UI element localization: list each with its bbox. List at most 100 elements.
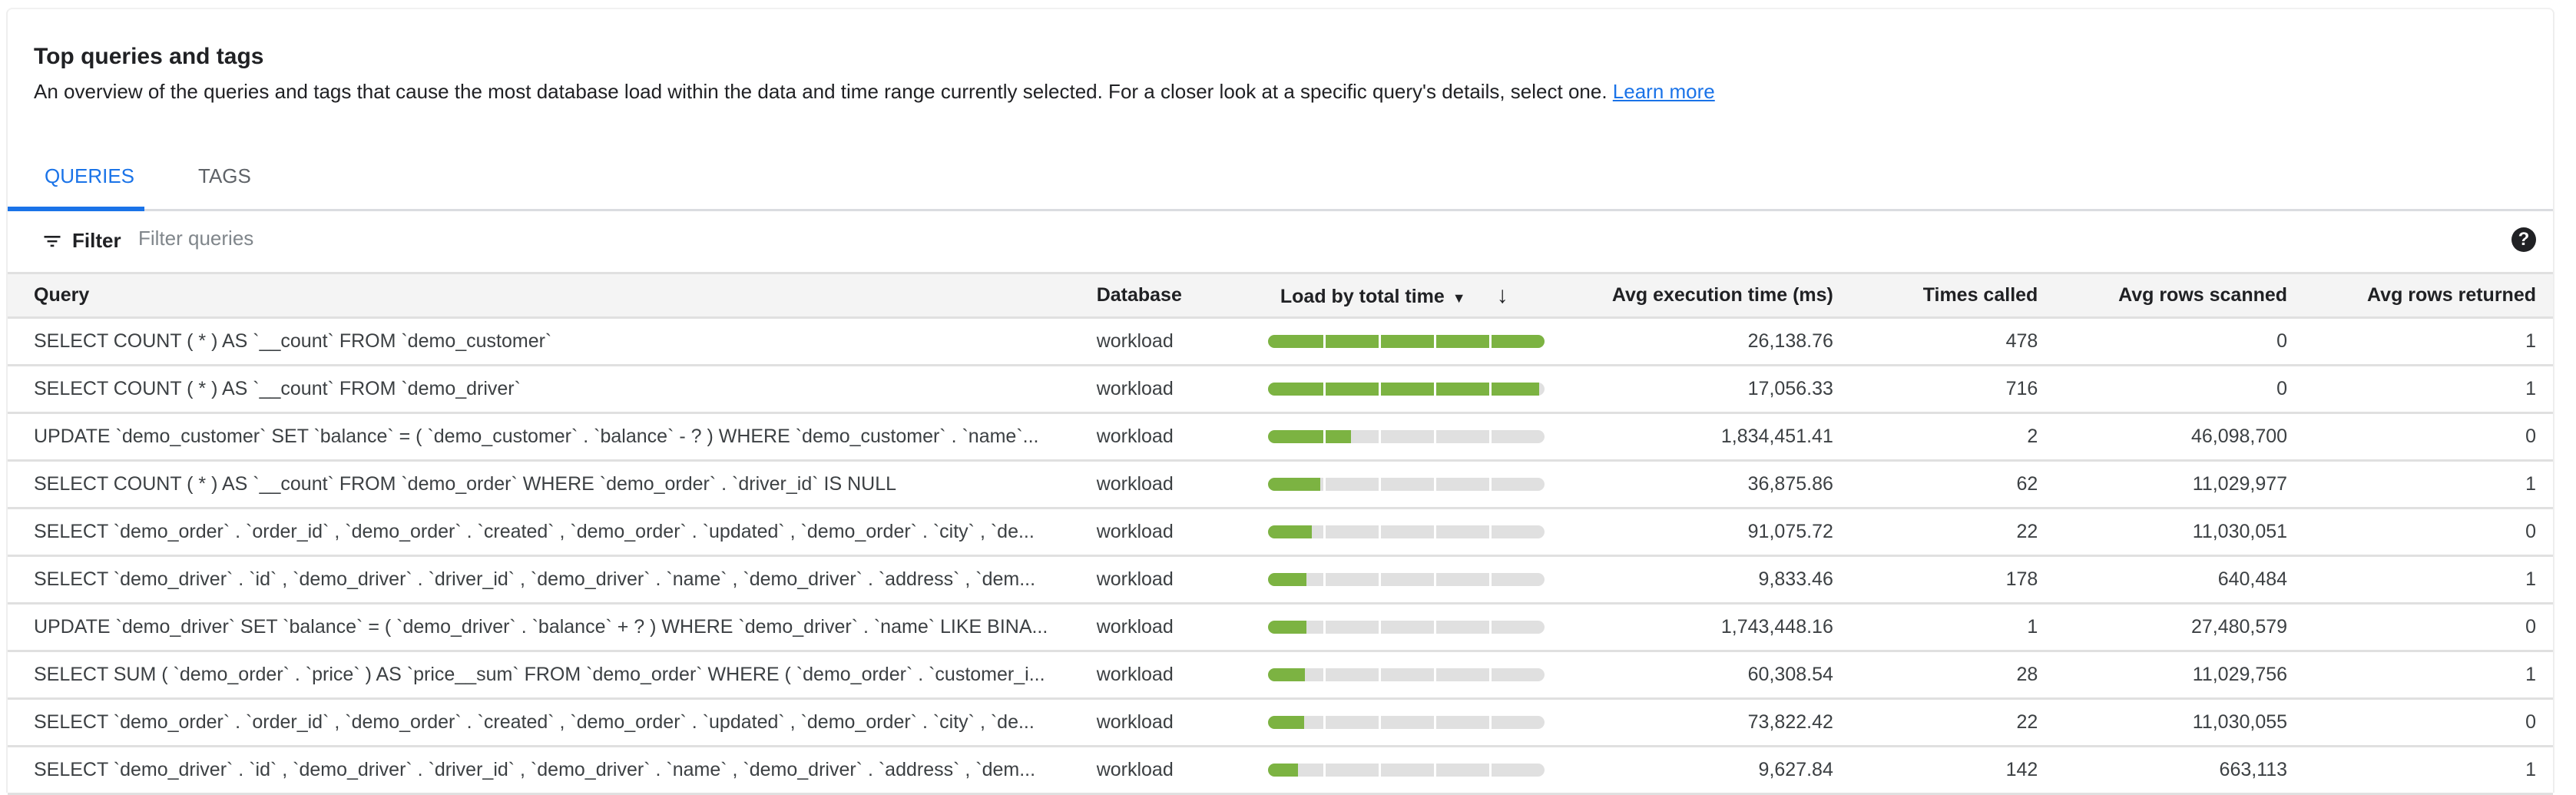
load-bar-fill — [1267, 430, 1351, 443]
database-cell: workload — [1096, 759, 1174, 780]
rows-scanned-cell: 640,484 — [2217, 568, 2288, 590]
rows-scanned-cell: 663,113 — [2219, 759, 2288, 780]
load-bar-divider — [1433, 573, 1436, 586]
load-bar-divider — [1323, 621, 1326, 634]
help-icon[interactable]: ? — [2511, 227, 2536, 252]
load-bar-divider — [1433, 668, 1436, 681]
rows-returned-cell: 1 — [2525, 330, 2536, 352]
description-text: An overview of the queries and tags that… — [34, 80, 1608, 103]
load-bar-fill — [1267, 335, 1545, 348]
load-bar-divider — [1378, 764, 1381, 777]
table-row[interactable]: SELECT COUNT ( * ) AS `__count` FROM `de… — [8, 318, 2553, 366]
query-text[interactable]: SELECT COUNT ( * ) AS `__count` FROM `de… — [34, 378, 521, 399]
table-header-row: Query Database Load by total time ▼ ↓ Avg … — [8, 273, 2553, 318]
dropdown-caret-icon[interactable]: ▼ — [1452, 290, 1466, 306]
load-bar-divider — [1488, 573, 1492, 586]
column-header-query[interactable]: Query — [34, 284, 90, 306]
load-cell — [1267, 604, 1577, 651]
sort-descending-icon[interactable]: ↓ — [1496, 282, 1508, 308]
load-bar-divider — [1488, 383, 1492, 396]
load-bar-divider — [1323, 573, 1326, 586]
filter-label[interactable]: Filter — [72, 229, 121, 252]
table-row[interactable]: UPDATE `demo_customer` SET `balance` = (… — [8, 413, 2553, 461]
filter-icon[interactable] — [41, 230, 63, 252]
load-bar-fill — [1267, 668, 1306, 681]
query-text[interactable]: SELECT `demo_driver` . `id` , `demo_driv… — [34, 759, 1036, 780]
database-cell: workload — [1096, 521, 1174, 542]
load-bar-divider — [1488, 478, 1492, 491]
load-bar — [1267, 621, 1545, 634]
column-header-rows-scanned[interactable]: Avg rows scanned — [2118, 284, 2288, 306]
load-cell — [1267, 413, 1577, 461]
load-bar — [1267, 478, 1545, 491]
load-cell — [1267, 366, 1577, 413]
avg-exec-cell: 73,822.42 — [1747, 711, 1833, 733]
database-cell: workload — [1096, 616, 1174, 638]
avg-exec-cell: 1,834,451.41 — [1720, 426, 1833, 447]
column-header-rows-returned[interactable]: Avg rows returned — [2367, 284, 2536, 306]
table-row[interactable]: SELECT SUM ( `demo_order` . `price` ) AS… — [8, 651, 2553, 699]
rows-returned-cell: 0 — [2525, 616, 2536, 638]
times-called-cell: 142 — [2005, 759, 2038, 780]
rows-returned-cell: 0 — [2525, 521, 2536, 542]
query-text[interactable]: SELECT `demo_order` . `order_id` , `demo… — [34, 521, 1035, 542]
load-bar-divider — [1488, 335, 1492, 348]
tab-tags[interactable]: TAGS — [198, 164, 251, 187]
table-row[interactable]: SELECT COUNT ( * ) AS `__count` FROM `de… — [8, 366, 2553, 413]
tab-queries[interactable]: QUERIES — [45, 164, 135, 187]
load-bar — [1267, 335, 1545, 348]
times-called-cell: 62 — [2016, 473, 2038, 495]
query-text[interactable]: SELECT COUNT ( * ) AS `__count` FROM `de… — [34, 473, 896, 495]
load-bar — [1267, 383, 1545, 396]
filter-input[interactable] — [137, 226, 754, 251]
rows-scanned-cell: 0 — [2276, 330, 2288, 352]
load-bar — [1267, 716, 1545, 729]
load-cell — [1267, 699, 1577, 747]
load-bar-divider — [1488, 764, 1492, 777]
rows-returned-cell: 1 — [2525, 378, 2536, 399]
column-header-database[interactable]: Database — [1096, 284, 1182, 306]
load-bar-fill — [1267, 716, 1304, 729]
query-text[interactable]: SELECT `demo_order` . `order_id` , `demo… — [34, 711, 1035, 733]
rows-scanned-cell: 11,030,051 — [2192, 521, 2288, 542]
tab-bar: QUERIES TAGS — [8, 155, 2553, 211]
load-bar-divider — [1433, 478, 1436, 491]
load-bar-divider — [1488, 668, 1492, 681]
table-row[interactable]: SELECT `demo_order` . `order_id` , `demo… — [8, 508, 2553, 556]
query-text[interactable]: SELECT COUNT ( * ) AS `__count` FROM `de… — [34, 330, 552, 352]
load-bar-divider — [1378, 383, 1381, 396]
load-bar-divider — [1378, 430, 1381, 443]
column-header-avg-exec[interactable]: Avg execution time (ms) — [1611, 284, 1833, 306]
database-cell: workload — [1096, 568, 1174, 590]
page-description: An overview of the queries and tags that… — [34, 80, 1715, 104]
column-header-times-called[interactable]: Times called — [1922, 284, 2038, 306]
load-bar-divider — [1433, 716, 1436, 729]
query-text[interactable]: SELECT SUM ( `demo_order` . `price` ) AS… — [34, 664, 1045, 685]
load-bar-divider — [1488, 716, 1492, 729]
load-cell — [1267, 747, 1577, 794]
query-text[interactable]: UPDATE `demo_driver` SET `balance` = ( `… — [34, 616, 1048, 638]
table-row[interactable]: SELECT `demo_order` . `order_id` , `demo… — [8, 699, 2553, 747]
rows-returned-cell: 0 — [2525, 711, 2536, 733]
rows-scanned-cell: 0 — [2276, 378, 2288, 399]
load-bar-divider — [1323, 478, 1326, 491]
avg-exec-cell: 91,075.72 — [1747, 521, 1833, 542]
table-row[interactable]: SELECT `demo_driver` . `id` , `demo_driv… — [8, 747, 2553, 794]
query-text[interactable]: UPDATE `demo_customer` SET `balance` = (… — [34, 426, 1039, 447]
load-header-label: Load by total time — [1280, 285, 1445, 307]
avg-exec-cell: 1,743,448.16 — [1720, 616, 1833, 638]
database-cell: workload — [1096, 378, 1174, 399]
load-bar-divider — [1378, 621, 1381, 634]
times-called-cell: 478 — [2005, 330, 2038, 352]
column-header-load[interactable]: Load by total time ▼ ↓ — [1268, 273, 1577, 318]
load-bar — [1267, 668, 1545, 681]
query-text[interactable]: SELECT `demo_driver` . `id` , `demo_driv… — [34, 568, 1036, 590]
table-row[interactable]: UPDATE `demo_driver` SET `balance` = ( `… — [8, 604, 2553, 651]
load-bar-fill — [1267, 525, 1313, 538]
load-bar-divider — [1378, 525, 1381, 538]
table-row[interactable]: SELECT COUNT ( * ) AS `__count` FROM `de… — [8, 461, 2553, 508]
times-called-cell: 28 — [2016, 664, 2038, 685]
learn-more-link[interactable]: Learn more — [1612, 80, 1715, 103]
table-row[interactable]: SELECT `demo_driver` . `id` , `demo_driv… — [8, 556, 2553, 604]
filter-bar: Filter ? — [8, 212, 2553, 272]
